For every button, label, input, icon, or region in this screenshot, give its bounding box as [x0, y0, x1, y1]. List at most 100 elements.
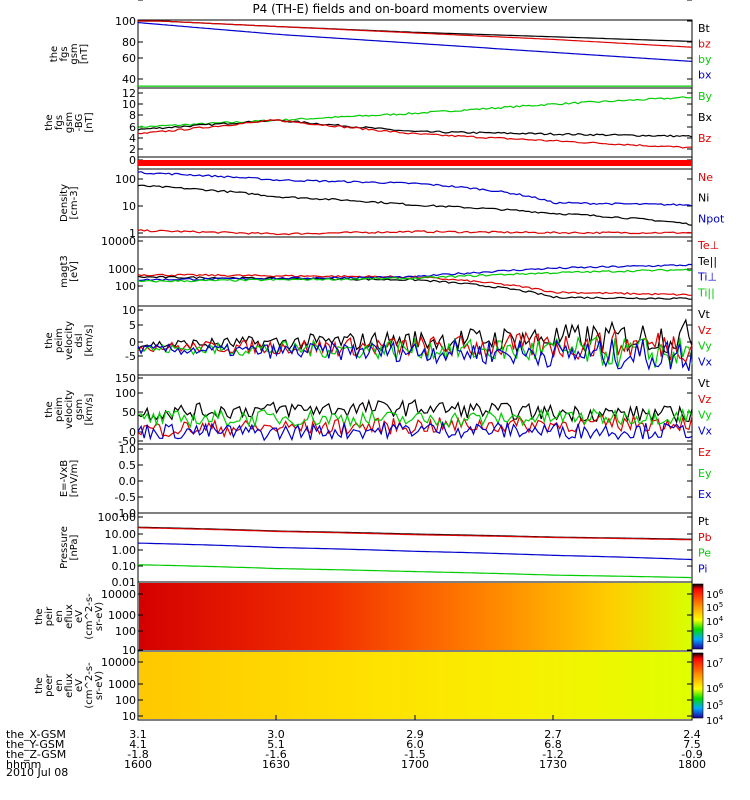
y-axis-label: gsm	[64, 112, 75, 133]
y-tick-label: 10.00	[105, 528, 137, 541]
panel-8: 100.00 10.00 1.00 0.10 0.01 Pressure [nPa] Pt Pb…	[59, 511, 712, 589]
y-axis-label: eV	[74, 679, 85, 692]
spectrogram	[139, 652, 691, 719]
legend-Vy: Vy	[698, 409, 712, 422]
y-tick-label: 10000	[101, 235, 136, 248]
y-axis-label: [nPa]	[69, 534, 80, 560]
y-axis-label: [nT]	[79, 44, 90, 64]
x-tick-label: 1800	[678, 758, 706, 771]
y-axis-label: gsm	[74, 399, 85, 420]
y-tick-label: 5	[129, 319, 136, 332]
legend-Ey: Ey	[698, 467, 712, 480]
series-line-Vx	[137, 420, 693, 442]
legend-bx: bx	[698, 69, 712, 82]
series-line-Vx	[137, 338, 693, 372]
date-label: 2010 Jul 08	[6, 766, 68, 779]
colorbar-tick-label: 106	[706, 682, 724, 695]
panel-frame	[137, 443, 693, 514]
legend-Vx: Vx	[698, 355, 713, 368]
y-tick-label: 1.0	[119, 443, 137, 456]
series-line-Pb	[137, 527, 693, 541]
y-axis-label: en	[54, 679, 65, 692]
y-axis-label: Density	[59, 184, 70, 222]
panel-6: 150 100 50 0-50 the peim velocity gsm [km/s] Vt Vz…	[44, 372, 713, 448]
legend-Vx: Vx	[698, 424, 713, 437]
series-line-Pe	[138, 564, 693, 579]
y-tick-label: 1000	[108, 678, 136, 691]
panel-7: 1.0 0.5 0.0 -0.5 -1.0 E=-VxB [mV/m] Ez Ey Ex	[59, 443, 712, 520]
y-axis-label: the	[34, 677, 45, 693]
y-tick-label: 100	[115, 280, 136, 293]
legend-By: By	[698, 90, 713, 103]
y-axis-label: peim	[54, 397, 65, 422]
y-tick-label: 1000	[108, 263, 136, 276]
legend-Bz: Bz	[698, 132, 712, 145]
legend-Bt: Bt	[698, 22, 711, 35]
panel-3: 100 10 1 Density [cm-3] Ne Ni Npot	[59, 168, 725, 240]
y-tick-label: -0.5	[115, 491, 136, 504]
legend-Ez: Ez	[698, 446, 711, 459]
y-axis-label: Pressure	[59, 526, 70, 569]
legend-Ex: Ex	[698, 488, 712, 501]
series-line-Bz	[137, 119, 693, 149]
y-axis-label: fgs	[59, 46, 70, 61]
colorbar-tick-label: 107	[706, 657, 723, 670]
y-tick-label: 40	[122, 73, 136, 86]
series-line-Vz	[137, 413, 693, 439]
y-tick-label: 0	[129, 426, 136, 439]
y-tick-label: 100.00	[98, 511, 137, 524]
y-axis-label: magt3	[59, 255, 70, 288]
legend-Vt: Vt	[698, 377, 711, 390]
legend-by: by	[698, 53, 712, 66]
panel-5: 10 5 0-5 the peim velocity dsl [km/s] Vt Vz Vy Vx	[44, 304, 713, 376]
series-line-Pi	[137, 542, 693, 561]
y-axis-label: velocity	[64, 321, 75, 360]
y-tick-label: 150	[115, 372, 136, 385]
x-tick-label: 1700	[401, 758, 429, 771]
y-tick-label: 100	[115, 694, 136, 707]
panel-10: 107 106 105 104 10000 1000 100 10 the peer en eflux…	[34, 650, 724, 727]
y-axis-label: the	[44, 401, 55, 417]
colorbar	[692, 583, 704, 650]
y-axis-label: gsm	[69, 43, 80, 64]
x-tick-label: -1.2	[542, 748, 563, 761]
y-axis-label: [eV]	[69, 261, 80, 282]
y-tick-label: 8	[129, 109, 136, 122]
spectrogram	[139, 583, 691, 650]
panel-2	[137, 156, 693, 170]
series-line-Vy	[137, 407, 693, 429]
x-tick-label: 4.1	[129, 738, 147, 751]
colorbar-tick-label: 106	[706, 588, 724, 601]
series-line-Bx	[137, 119, 693, 138]
legend-bz: bz	[698, 38, 711, 51]
panel-4: 10000 1000 100 magt3 [eV] Te⊥ Te|| Ti⊥ Ti||	[59, 235, 719, 307]
x-tick-label: 3.0	[267, 728, 285, 741]
y-axis-label: [cm-3]	[69, 186, 80, 219]
legend-Te||: Te||	[697, 255, 717, 268]
panel-frame	[137, 168, 693, 238]
y-axis-label: the	[44, 114, 55, 130]
x-tick-label: 6.8	[544, 738, 562, 751]
y-tick-label: 10	[122, 98, 136, 111]
series-line-bx	[137, 22, 693, 62]
y-tick-label: 10000	[101, 588, 136, 601]
series-line-By	[137, 96, 693, 129]
series-line-bz	[138, 20, 693, 48]
y-axis-label: E=-VxB	[59, 460, 70, 497]
legend-Vz: Vz	[698, 393, 712, 406]
y-tick-label: 10	[122, 200, 136, 213]
y-axis-label: [mV/m]	[69, 460, 80, 498]
legend-Vy: Vy	[698, 340, 712, 353]
y-tick-label: 0.01	[112, 576, 137, 589]
series-line-Te⊥	[137, 273, 692, 296]
y-tick-label: -2	[125, 0, 136, 3]
y-tick-label: 1.00	[112, 544, 137, 557]
y-tick-label: 100	[115, 15, 136, 28]
x-row-label: the_Z-GSM	[6, 748, 66, 761]
y-tick-label: 2	[129, 143, 136, 156]
series-line-Vy	[137, 335, 693, 368]
y-tick-label: 0.5	[119, 459, 137, 472]
colorbar-tick-label: 103	[706, 632, 723, 645]
